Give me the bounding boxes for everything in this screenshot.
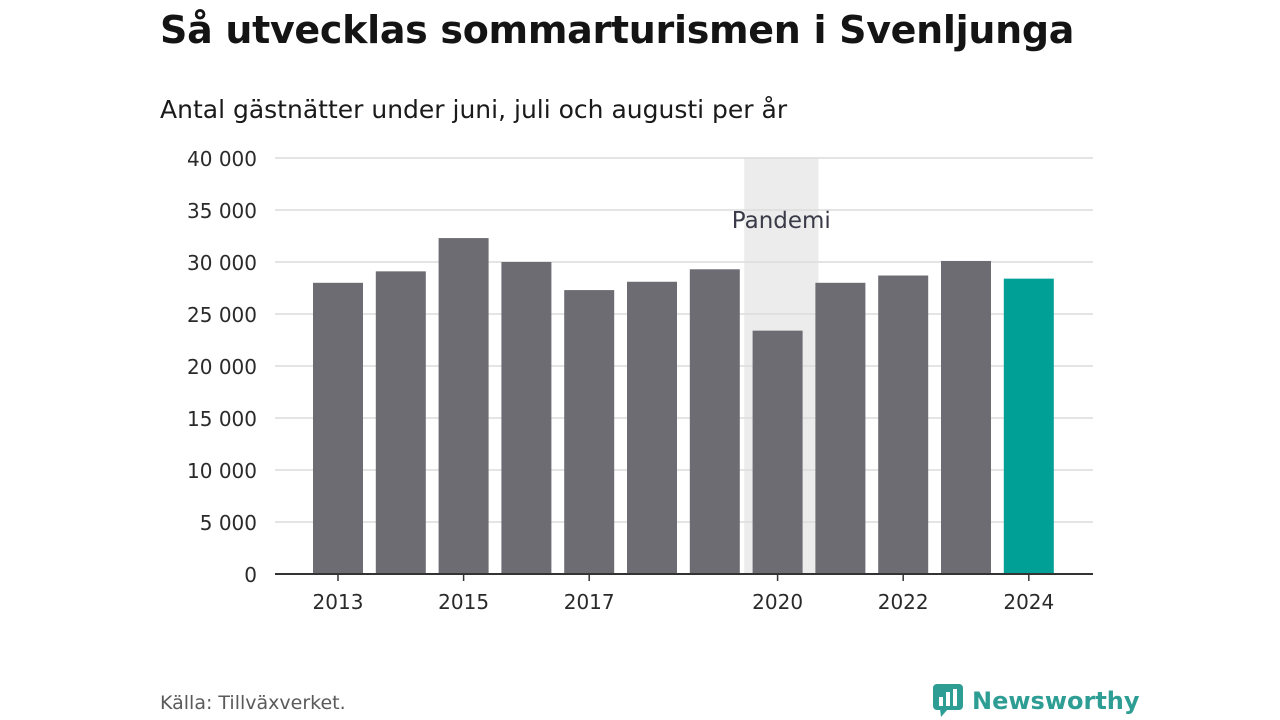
x-tick-label: 2022 bbox=[878, 590, 929, 614]
bar bbox=[313, 282, 363, 574]
y-tick-label: 40 000 bbox=[187, 147, 257, 171]
y-tick-label: 30 000 bbox=[187, 251, 257, 275]
y-tick-label: 35 000 bbox=[187, 199, 257, 223]
y-tick-label: 0 bbox=[244, 563, 257, 587]
x-tick-label: 2013 bbox=[313, 590, 364, 614]
bar bbox=[501, 262, 552, 574]
annotation-label: Pandemi bbox=[732, 208, 831, 234]
x-tick-label: 2015 bbox=[438, 590, 489, 614]
x-tick-label: 2020 bbox=[752, 590, 803, 614]
chart-title: Så utvecklas sommarturismen i Svenljunga bbox=[160, 8, 1075, 52]
source-note: Källa: Tillväxverket. bbox=[160, 692, 346, 714]
bar bbox=[438, 238, 489, 574]
bar bbox=[752, 330, 803, 574]
x-tick-label: 2017 bbox=[564, 590, 615, 614]
bar bbox=[941, 260, 991, 574]
bar bbox=[564, 290, 615, 574]
bar bbox=[689, 269, 740, 574]
brand-name: Newsworthy bbox=[972, 687, 1140, 715]
y-tick-label: 20 000 bbox=[187, 355, 257, 379]
y-tick-label: 15 000 bbox=[187, 407, 257, 431]
bar bbox=[1003, 278, 1054, 574]
chart-subtitle: Antal gästnätter under juni, juli och au… bbox=[160, 95, 788, 124]
bar bbox=[878, 275, 929, 574]
y-tick-label: 10 000 bbox=[187, 459, 257, 483]
newsworthy-logo-icon bbox=[933, 684, 963, 717]
bar bbox=[375, 271, 426, 574]
y-tick-label: 5 000 bbox=[200, 511, 257, 535]
x-tick-label: 2024 bbox=[1003, 590, 1054, 614]
bar bbox=[815, 282, 866, 574]
y-tick-label: 25 000 bbox=[187, 303, 257, 327]
bar bbox=[627, 281, 677, 574]
newsworthy-brand[interactable]: Newsworthy bbox=[932, 683, 1140, 719]
